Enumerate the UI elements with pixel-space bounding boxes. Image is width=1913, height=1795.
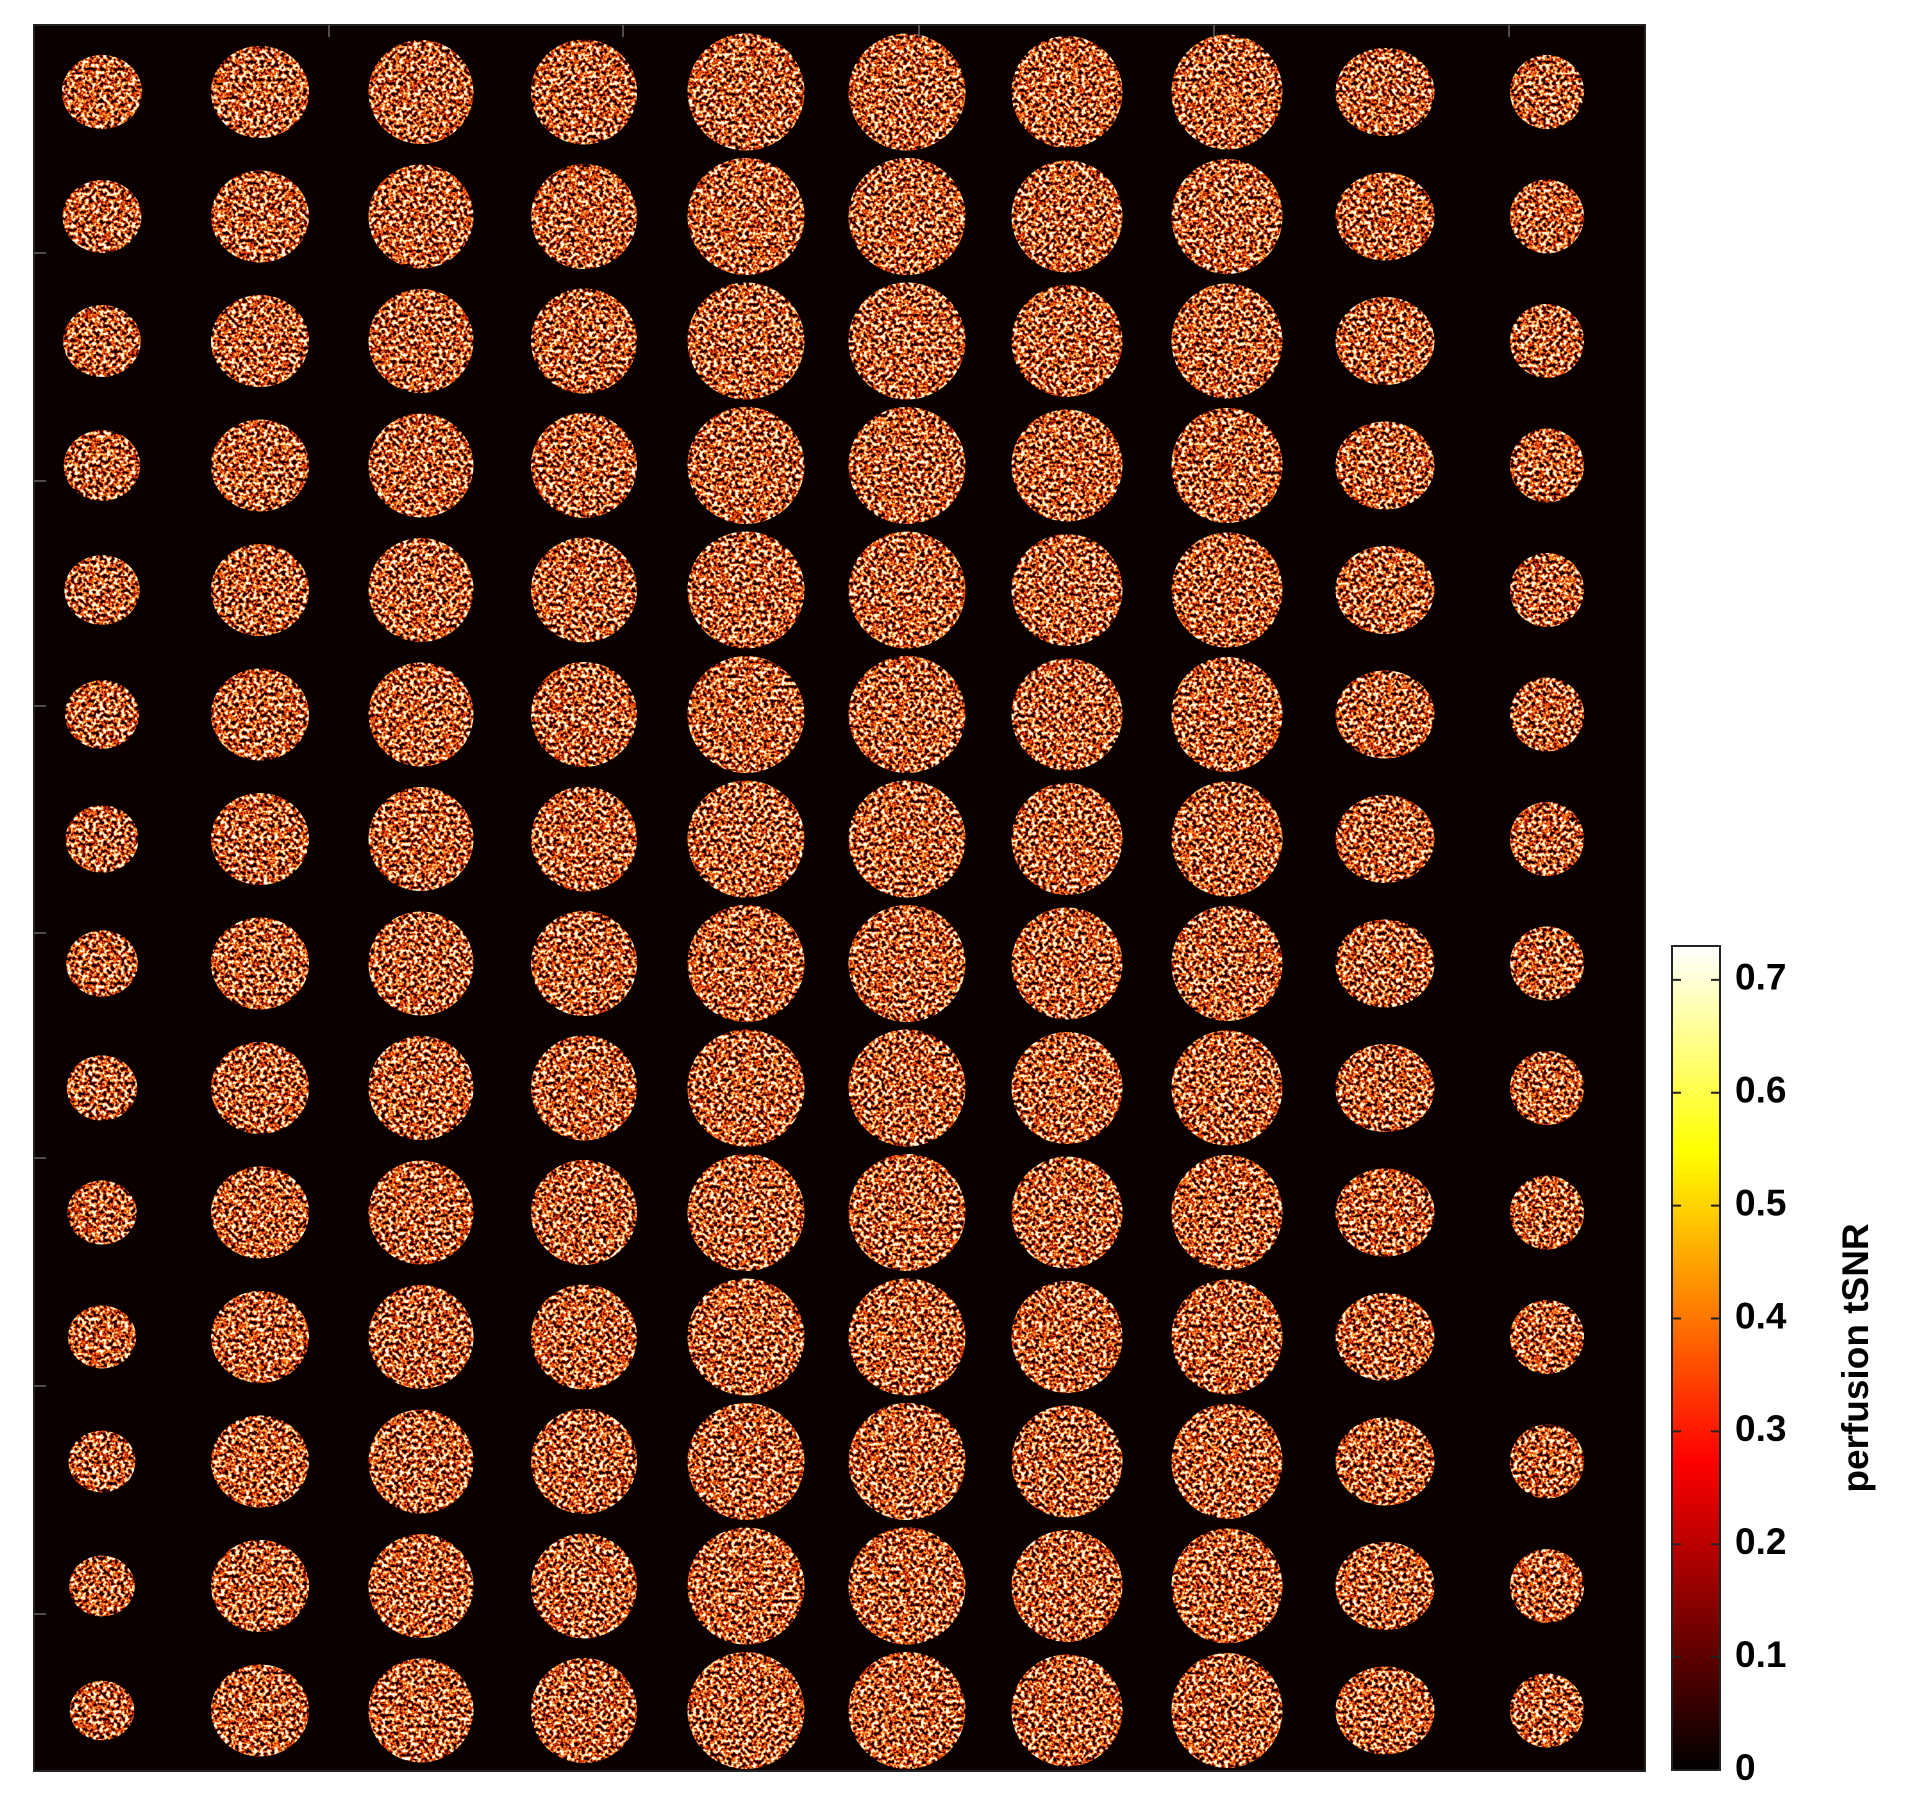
colorbar-label: perfusion tSNR bbox=[1835, 1223, 1876, 1492]
axis-ticks bbox=[34, 25, 1510, 1615]
colorbar-tick-label: 0.6 bbox=[1735, 1070, 1786, 1111]
colorbar-tick-label: 0.7 bbox=[1735, 957, 1786, 998]
colorbar-tick-label: 0.4 bbox=[1735, 1295, 1787, 1336]
brain-slices bbox=[34, 25, 1645, 1771]
colorbar-tick-label: 0.3 bbox=[1735, 1408, 1786, 1449]
colorbar bbox=[1671, 945, 1721, 1771]
colorbar-tick-label: 0 bbox=[1735, 1747, 1756, 1788]
colorbar-tick-label: 0.5 bbox=[1735, 1182, 1786, 1223]
colorbar-tick-label: 0.1 bbox=[1735, 1634, 1786, 1675]
colorbar-tick-label: 0.2 bbox=[1735, 1521, 1786, 1562]
